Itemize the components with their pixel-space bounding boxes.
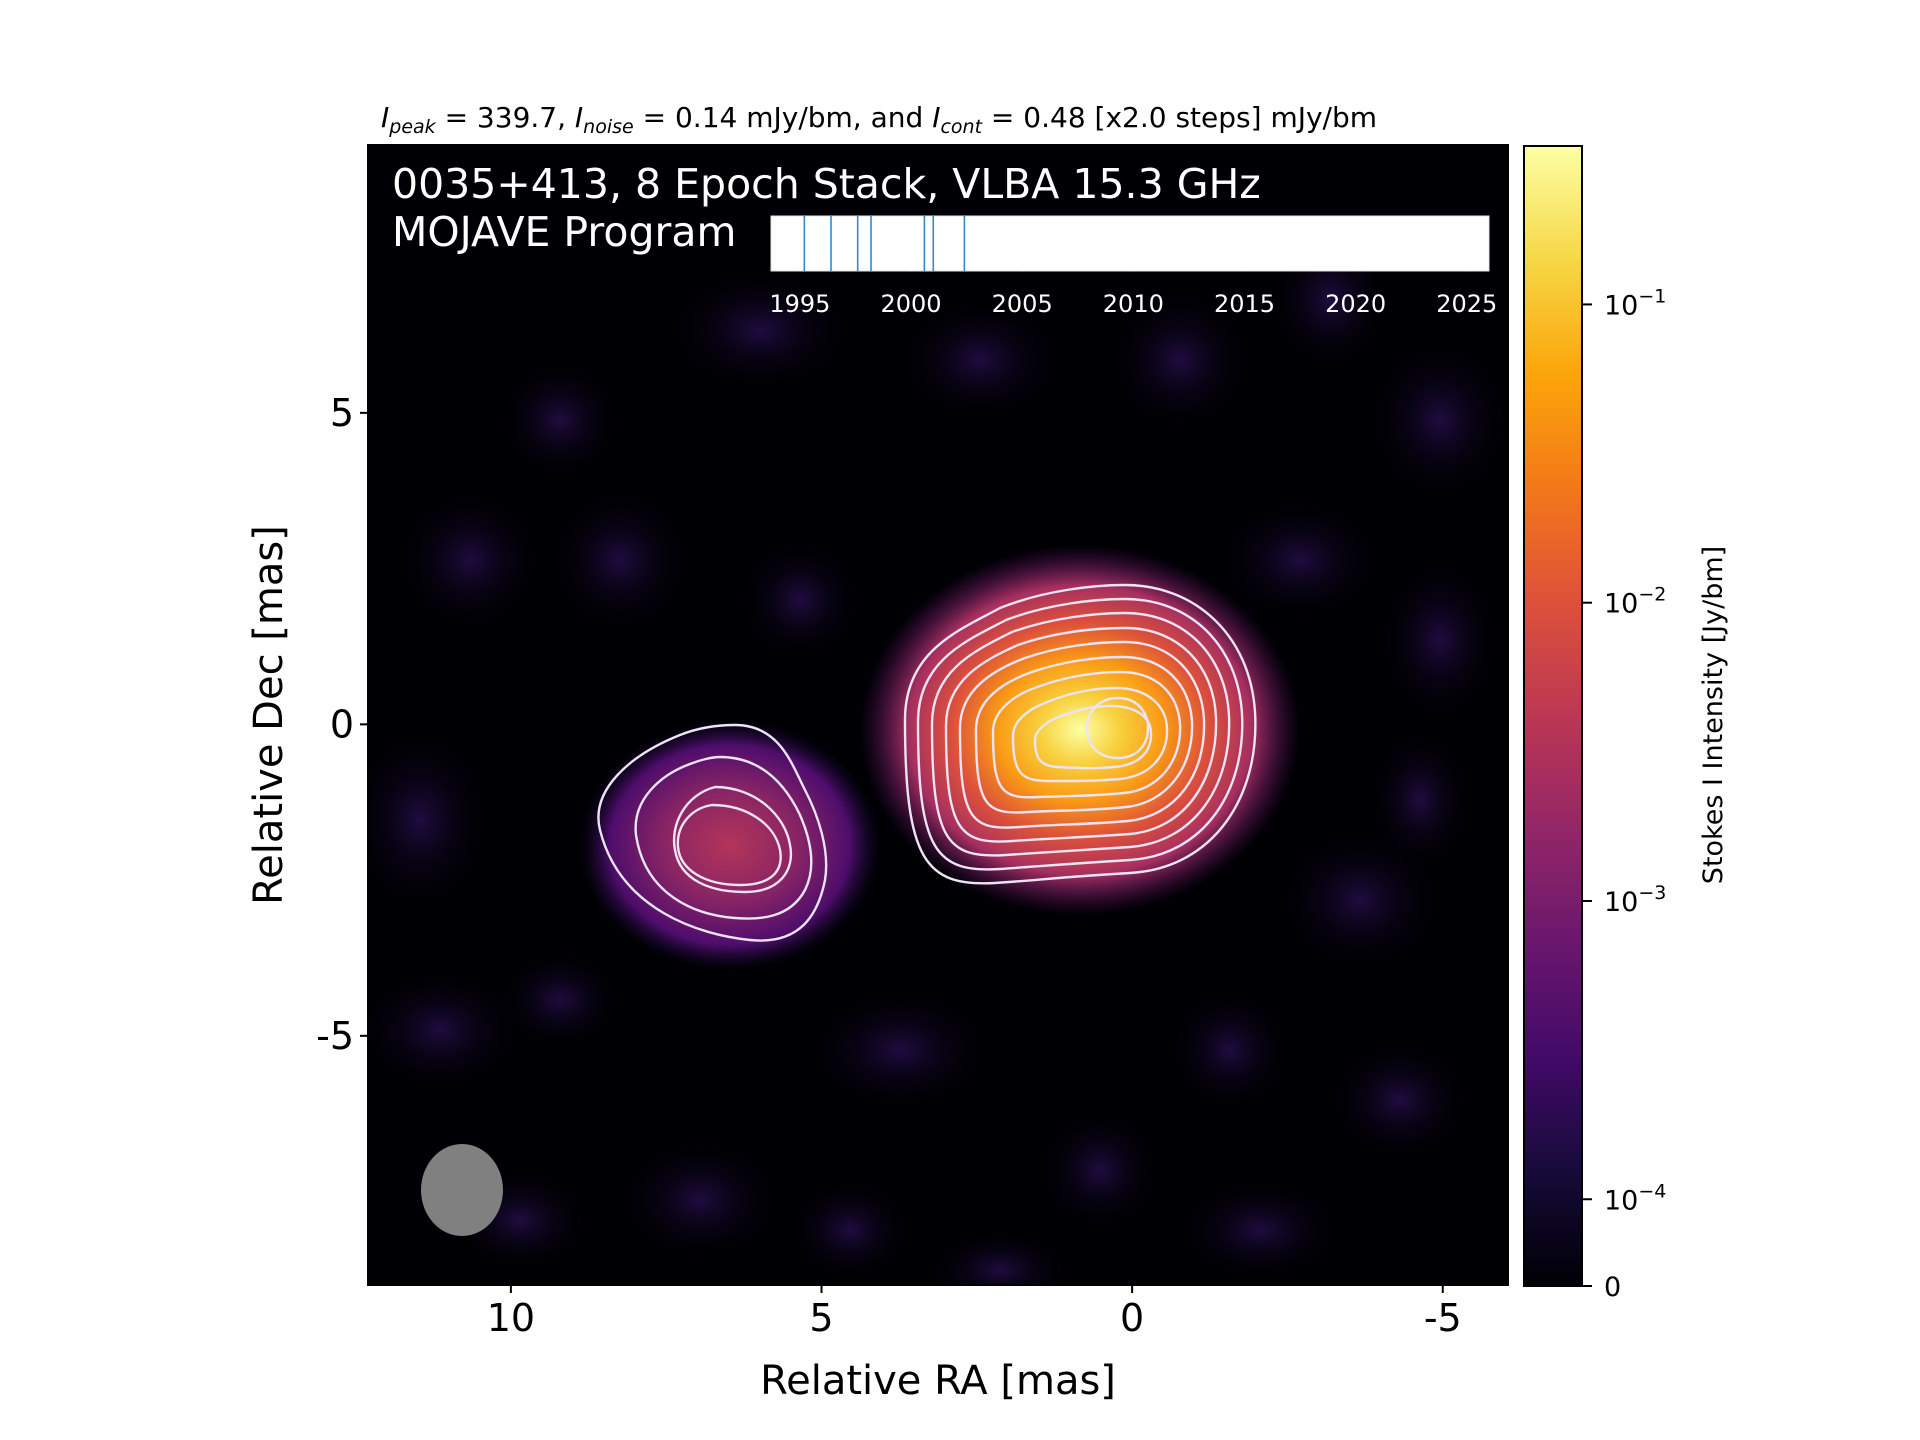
contour-jet-2 [634,755,813,920]
colorbar-tick-label: 10−1 [1604,285,1666,321]
contour-core-7 [991,670,1182,799]
noise-blob [400,490,540,630]
y-tick-label: -5 [316,1014,354,1058]
timeline-tick-label: 2015 [1214,290,1275,318]
contour-core-9 [1033,704,1153,770]
noise-blob [550,490,690,630]
colorbar-tick-label: 10−2 [1604,584,1666,620]
y-axis-ticks: 5 0 -5 [316,391,368,1058]
noise-blob [500,950,620,1050]
noise-blob [1280,830,1440,970]
epoch-markers [803,216,966,271]
noise-blob [1380,560,1500,720]
colorbar-tick-label: 10−4 [1604,1180,1666,1216]
source-label: 0035+413, 8 Epoch Stack, VLBA 15.3 GHz [392,160,1261,208]
x-axis-label: Relative RA [mas] [760,1358,1116,1404]
epoch-timeline: 1995 2000 2005 2010 2015 2020 2025 [769,215,1497,318]
noise-blob [1040,1110,1160,1230]
noise-blob [1180,1180,1340,1280]
noise-blobs [368,230,1508,1285]
noise-blob [1110,290,1250,430]
timeline-tick-label: 2000 [881,290,942,318]
colorbar-tick-label: 10−3 [1604,882,1666,918]
contour-jet-4 [676,803,782,887]
contour-core-8 [1011,686,1169,783]
noise-blob [500,360,620,480]
colorbar-tick-label: 0 [1604,1272,1621,1303]
y-axis-label: Relative Dec [mas] [246,525,292,905]
colorbar-gradient [1523,145,1583,1287]
core-contours [903,583,1257,885]
contour-core-6 [974,655,1194,814]
timeline-tick-label: 2020 [1325,290,1386,318]
contour-core-4 [944,626,1218,843]
x-axis-ticks: 10 5 0 -5 [487,1285,1462,1340]
noise-blob [1170,990,1290,1110]
intensity-map: 0035+413, 8 Epoch Stack, VLBA 15.3 GHz M… [368,145,1508,1285]
contour-core-5 [958,640,1206,829]
contour-jet-3 [672,785,793,894]
timeline-tick-label: 2010 [1103,290,1164,318]
timeline-ticks: 1995 2000 2005 2010 2015 2020 2025 [769,264,1497,318]
x-tick-label: 10 [487,1296,535,1340]
contour-core-2 [916,597,1244,871]
contour-core-3 [930,611,1231,857]
noise-blob [1330,1040,1470,1160]
colorbar-ticks: 10−1 10−2 10−3 10−4 0 [1582,285,1666,1303]
x-tick-label: 5 [809,1296,833,1340]
noise-blob [1220,500,1380,620]
noise-blob [810,990,990,1110]
timeline-tick-label: 2025 [1436,290,1497,318]
y-tick-label: 0 [330,702,354,746]
x-tick-label: -5 [1424,1296,1462,1340]
noise-blob [1370,730,1470,870]
program-label: MOJAVE Program [392,208,736,256]
contour-core-1 [903,583,1257,885]
noise-blob [368,730,490,910]
noise-blob [1370,340,1508,500]
noise-blob [900,300,1060,420]
noise-blob [740,540,860,660]
jet-contours [597,723,828,942]
x-tick-label: 0 [1120,1296,1144,1340]
noise-blob [790,1180,910,1280]
plot-frame [367,144,1509,1286]
noise-blob [930,1230,1070,1285]
y-tick-label: 5 [330,391,354,435]
colorbar-label: Stokes I Intensity [Jy/bm] [1698,546,1729,884]
colorbar: 10−1 10−2 10−3 10−4 0 Stokes I Intensity [Jy… [1523,145,1729,1303]
chart-title: Ipeak = 339.7, Inoise = 0.14 mJy/bm, and… [381,101,1377,138]
beam-ellipse [421,1144,503,1236]
timeline-tick-label: 2005 [992,290,1053,318]
timeline-box [770,215,1490,272]
noise-blob [620,1140,780,1260]
timeline-tick-label: 1995 [769,290,830,318]
contour-core-10 [1085,696,1150,760]
noise-blob [670,270,850,390]
noise-blob [368,970,520,1090]
contour-jet-1 [597,723,828,942]
